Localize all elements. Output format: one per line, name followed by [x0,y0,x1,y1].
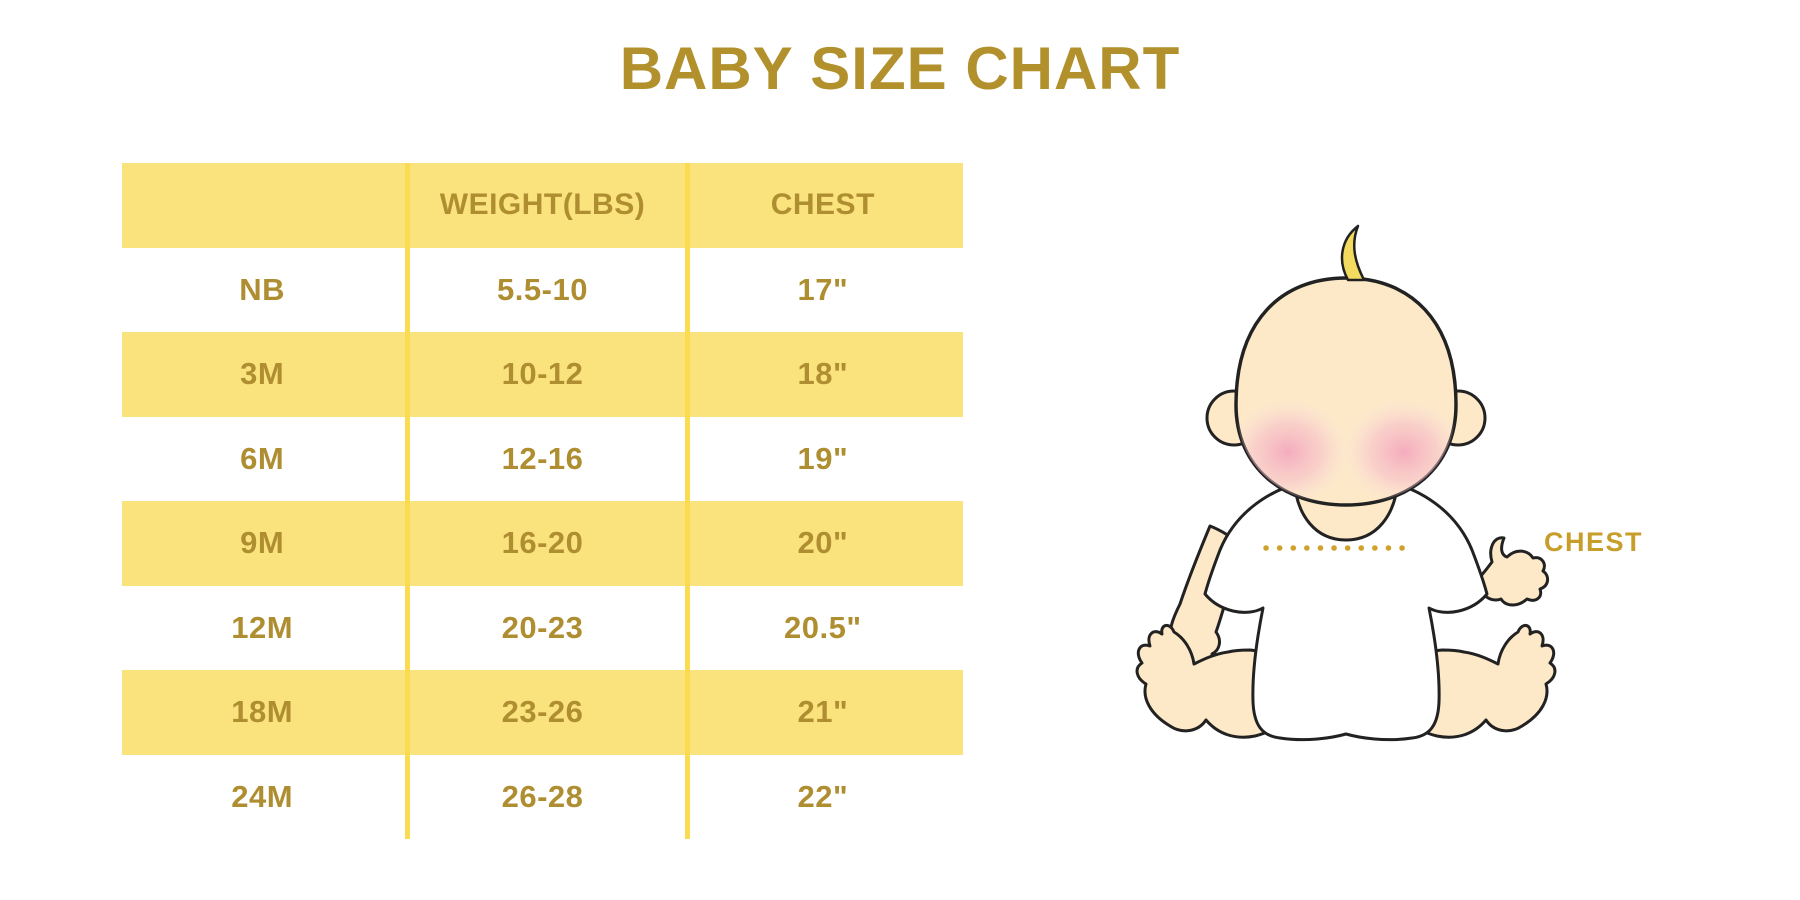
page-title: BABY SIZE CHART [619,35,1181,102]
table-row: NB 5.5-10 17" [122,248,963,333]
chest-cell: 20.5" [784,609,862,645]
weight-cell: 26-28 [501,778,584,814]
size-cell: 24M [231,778,294,814]
weight-cell: 12-16 [501,440,584,476]
baby-illustration [1135,224,1557,742]
header-weight: WEIGHT(LBS) [439,188,646,222]
size-cell: 9M [240,525,285,561]
size-cell: 18M [231,694,294,730]
weight-cell: 23-26 [501,694,584,730]
table-row: 12M 20-23 20.5" [122,586,963,671]
size-cell: NB [239,271,286,307]
weight-cell: 10-12 [501,356,584,392]
weight-cell: 5.5-10 [497,271,588,307]
chest-cell: 17" [797,271,849,307]
header-chest: CHEST [770,188,875,222]
chest-cell: 21" [797,694,849,730]
baby-right-arm-fist [1468,536,1549,607]
chest-label: CHEST [1544,527,1644,557]
size-cell: 3M [240,356,285,392]
column-divider [405,163,410,839]
weight-cell: 20-23 [501,609,584,645]
column-divider [685,163,690,839]
weight-cell: 16-20 [501,525,584,561]
size-table: WEIGHT(LBS) CHEST NB 5.5-10 17" 3M 10-12… [122,163,963,839]
size-cell: 6M [240,440,285,476]
table-row: 18M 23-26 21" [122,670,963,755]
baby-shirt [1203,480,1489,742]
chest-cell: 19" [797,440,849,476]
size-cell: 12M [231,609,294,645]
chest-cell: 20" [797,525,849,561]
table-header-row: WEIGHT(LBS) CHEST [122,163,963,248]
table-row: 24M 26-28 22" [122,755,963,840]
table-row: 6M 12-16 19" [122,417,963,502]
chest-cell: 22" [797,778,849,814]
baby-hair-curl-icon [1340,224,1366,282]
header-size [122,163,402,248]
table-row: 9M 16-20 20" [122,501,963,586]
chest-cell: 18" [797,356,849,392]
table-row: 3M 10-12 18" [122,332,963,417]
